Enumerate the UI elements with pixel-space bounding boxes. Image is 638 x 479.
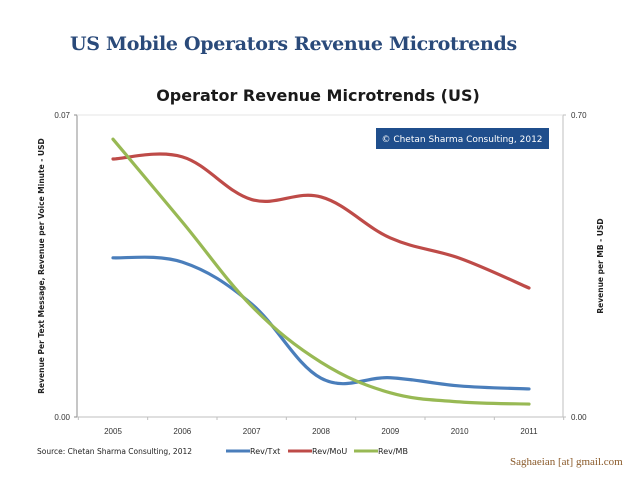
chart-title: Operator Revenue Microtrends (US) <box>156 86 480 105</box>
x-tick-label: 2009 <box>381 427 399 436</box>
y-tick-label-top: 0.07 <box>54 111 70 120</box>
x-tick-label: 2007 <box>243 427 261 436</box>
legend-label: Rev/MoU <box>312 447 347 456</box>
copyright-text: © Chetan Sharma Consulting, 2012 <box>381 135 542 145</box>
y-right-axis-title: Revenue per MB - USD <box>596 218 605 313</box>
y-tick-label-bottom: 0.00 <box>54 413 70 422</box>
series-line-rev-mou <box>111 152 531 290</box>
x-tick-label: 2011 <box>520 427 538 436</box>
x-tick-label: 2006 <box>173 427 191 436</box>
y-right-tick-label-bottom: 0.00 <box>571 413 587 422</box>
y-axis-title: Revenue Per Text Message, Revenue per Vo… <box>37 138 46 393</box>
series-line-rev-mb <box>111 137 531 406</box>
legend-label: Rev/Txt <box>250 447 280 456</box>
slide-title: US Mobile Operators Revenue Microtrends <box>70 33 517 55</box>
copyright-box <box>376 128 549 149</box>
watermark: Saghaeian [at] gmail.com <box>510 456 623 468</box>
source-text: Source: Chetan Sharma Consulting, 2012 <box>37 447 192 456</box>
x-tick-label: 2005 <box>104 427 122 436</box>
series-line-rev-txt <box>111 255 531 391</box>
x-tick-label: 2010 <box>451 427 469 436</box>
legend-label: Rev/MB <box>378 447 408 456</box>
x-tick-label: 2008 <box>312 427 330 436</box>
y-right-tick-label-top: 0.70 <box>571 111 587 120</box>
